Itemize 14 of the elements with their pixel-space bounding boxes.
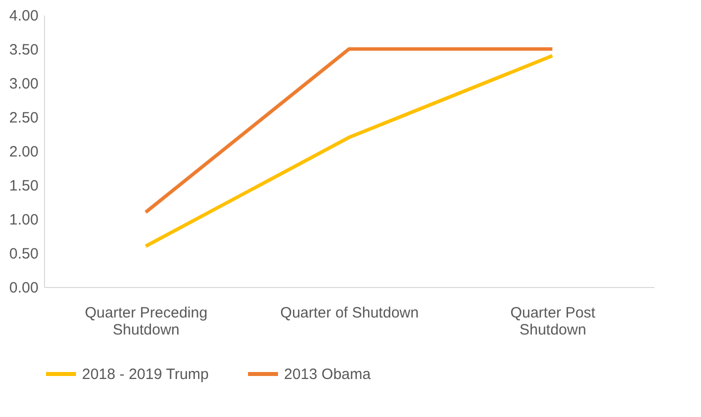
y-tick-label: 2.50 (9, 110, 38, 126)
x-tick-label: Quarter of Shutdown (280, 304, 419, 322)
x-tick-label: Quarter Preceding Shutdown (84, 304, 208, 338)
y-tick-label: 1.00 (9, 212, 38, 228)
y-tick-label: 3.50 (9, 42, 38, 58)
y-tick-label: 0.50 (9, 246, 38, 262)
legend-label: 2018 - 2019 Trump (82, 366, 209, 383)
y-tick-label: 2.00 (9, 144, 38, 160)
y-tick-label: 4.00 (9, 8, 38, 24)
y-tick-label: 0.00 (9, 280, 38, 296)
legend-label: 2013 Obama (284, 366, 372, 383)
x-tick-label: Quarter Post Shutdown (510, 304, 596, 338)
y-tick-label: 1.50 (9, 178, 38, 194)
y-tick-label: 3.00 (9, 76, 38, 92)
